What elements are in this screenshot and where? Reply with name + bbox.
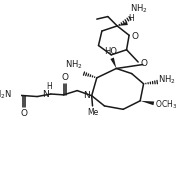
Text: N: N — [42, 89, 49, 98]
Text: H$_2$N: H$_2$N — [0, 88, 12, 101]
Text: HO: HO — [104, 47, 117, 56]
Text: OCH$_3$: OCH$_3$ — [155, 98, 177, 111]
Text: O: O — [61, 73, 68, 82]
Text: N: N — [83, 91, 90, 100]
Text: O: O — [21, 109, 28, 118]
Text: NH$_2$: NH$_2$ — [65, 59, 83, 71]
Text: Me: Me — [87, 108, 98, 117]
Text: NH$_2$: NH$_2$ — [131, 2, 148, 15]
Text: NH$_2$: NH$_2$ — [158, 74, 176, 86]
Polygon shape — [140, 101, 154, 105]
Polygon shape — [110, 58, 116, 69]
Text: O: O — [140, 59, 147, 68]
Polygon shape — [117, 22, 128, 26]
Text: O: O — [131, 32, 138, 41]
Text: H: H — [46, 82, 52, 92]
Text: H: H — [128, 14, 134, 23]
